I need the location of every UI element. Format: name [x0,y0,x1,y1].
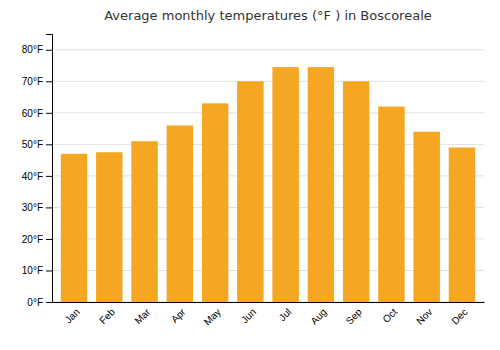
grid-line [52,112,484,113]
bar [96,152,122,302]
x-tick-label: Nov [414,306,434,326]
y-tick: 40°F [22,171,52,182]
x-tick-label: Jul [277,306,294,323]
x-axis-line [53,302,485,303]
x-tick-label: Apr [169,306,188,325]
bar [413,132,439,302]
x-axis: Jan Feb Mar Apr May Jun Jul Aug Sep Oct Nov Dec [53,303,485,328]
y-tick-label: 70°F [22,76,43,87]
x-tick: Apr [169,306,188,325]
x-tick-label: Feb [97,306,117,326]
bar [202,103,228,302]
x-tick: Feb [97,306,117,326]
x-tick: Jan [63,306,82,325]
x-tick: Jun [239,306,258,325]
x-tick: Nov [414,306,434,326]
bar [308,67,334,302]
y-tick: 10°F [22,265,52,276]
bar [343,81,369,302]
bar [167,125,193,302]
y-tick-label: 0°F [27,297,43,308]
x-tick-label: Aug [308,306,328,326]
x-tick: Dec [449,306,469,326]
grid [52,50,484,302]
y-tick-mark [46,207,52,208]
y-tick-label: 50°F [22,139,43,150]
y-tick: 20°F [22,234,52,245]
y-tick-label: 10°F [22,265,43,276]
x-tick: Oct [380,306,399,325]
x-tick: Jul [277,306,294,323]
grid-line [52,49,484,50]
bar [131,141,157,302]
y-tick-mark [46,81,52,82]
x-tick-label: May [202,306,223,327]
y-axis: 0°F 10°F 20°F 30°F 40°F 50°F 60°F 70°F 80°F [22,35,53,308]
y-tick: 30°F [22,202,52,213]
x-tick-label: Jun [239,306,258,325]
bar [237,81,263,302]
y-tick: 50°F [22,139,52,150]
y-tick-mark [46,176,52,177]
bar [272,67,298,302]
x-tick-label: Jan [63,306,82,325]
bar [61,154,87,302]
y-tick-mark [46,144,52,145]
x-tick: Sep [344,306,365,327]
y-tick-mark [46,113,52,114]
y-tick-label: 60°F [22,108,43,119]
y-tick-mark [46,239,52,240]
x-tick-label: Oct [380,306,399,325]
x-tick: Aug [308,306,328,326]
y-tick: 0°F [27,297,52,308]
y-tick-label: 30°F [22,202,43,213]
chart: Average monthly temperatures (°F ) in Bo… [0,0,500,350]
plot-area [61,67,475,302]
y-tick-label: 40°F [22,171,43,182]
y-tick: 80°F [22,44,52,55]
y-tick-mark [46,270,52,271]
y-tick-label: 80°F [22,44,43,55]
x-tick-label: Dec [449,306,469,326]
y-axis-line [46,35,53,303]
grid-line [52,81,484,82]
y-tick: 60°F [22,108,52,119]
x-tick-label: Sep [344,306,365,327]
bar [449,148,475,302]
x-tick-label: Mar [132,306,152,326]
y-tick-label: 20°F [22,234,43,245]
y-tick-mark [46,50,52,51]
title: Average monthly temperatures (°F ) in Bo… [104,8,432,23]
y-tick-mark [46,302,52,303]
bar [378,107,404,302]
x-tick: May [202,306,223,327]
x-tick: Mar [132,306,152,326]
y-tick: 70°F [22,76,52,87]
